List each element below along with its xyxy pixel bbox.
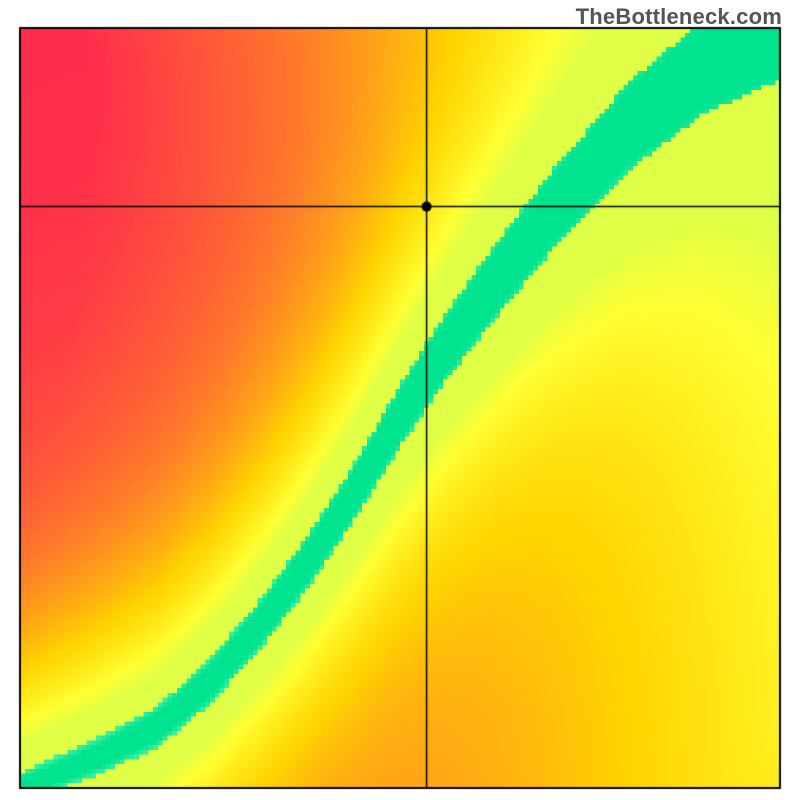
chart-container: TheBottleneck.com (0, 0, 800, 800)
overlay-canvas (18, 26, 782, 790)
